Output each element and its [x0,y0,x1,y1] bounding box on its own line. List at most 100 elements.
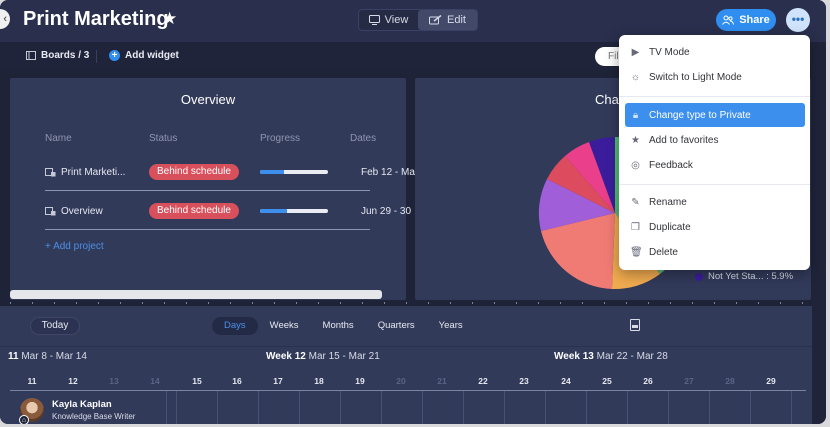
menu-item-label: Feedback [649,159,693,171]
back-icon[interactable]: ‹ [0,9,10,29]
tab-months[interactable]: Months [322,320,354,331]
share-button[interactable]: Share [716,9,776,31]
boards-button[interactable]: Boards / 3 [26,50,89,61]
grid-column [750,391,751,424]
today-button[interactable]: Today [30,317,80,335]
timeline-person[interactable]: ⌂ Kayla Kaplan Knowledge Base Writer [19,398,136,424]
progress-bar [260,209,328,213]
export-excel-icon[interactable] [630,319,640,331]
monitor-icon [368,15,380,25]
tv-icon: ▶ [631,46,640,58]
favorite-star-icon[interactable]: ★ [162,9,178,28]
tab-weeks[interactable]: Weeks [269,320,299,331]
tab-quarters[interactable]: Quarters [377,320,415,331]
menu-item-label: Change type to Private [649,109,751,121]
time-scale-tabs: Days Weeks Months Quarters Years [212,317,475,335]
grid-column [668,391,669,424]
status-badge: Behind schedule [149,203,239,219]
grid-column [381,391,382,424]
table-row[interactable]: Print Marketi... Behind schedule Feb 12 … [45,162,420,186]
menu-item-label: TV Mode [649,46,690,58]
project-name[interactable]: Print Marketi... [45,167,125,178]
more-options-button[interactable]: ••• [786,8,810,32]
menu-item-feedback[interactable]: ◎ Feedback [625,153,805,177]
add-widget-label: Add widget [125,50,179,61]
header: ‹ Print Marketing ★ View Edit Share ••• [0,0,826,42]
grid-column [791,391,792,424]
vertical-scrollbar[interactable] [812,42,826,424]
menu-item-label: Delete [649,246,678,258]
menu-divider [619,96,810,97]
menu-item-duplicate[interactable]: ❐ Duplicate [625,215,805,239]
edit-mode-button[interactable]: Edit [418,10,477,30]
grid-column [586,391,587,424]
week-label: 11 Mar 8 - Mar 14 [8,351,87,362]
menu-item-label: Add to favorites [649,134,719,146]
day-label: 25 [602,376,612,386]
column-header-name: Name [45,133,72,144]
dates-value: Jun 29 - 30 [361,206,412,217]
row-divider [45,229,370,230]
day-label: 28 [725,376,735,386]
menu-item-tv-mode[interactable]: ▶ TV Mode [625,40,805,64]
view-edit-toggle: View Edit [358,9,478,31]
legend-item: Not Yet Sta... : 5.9% [695,271,793,282]
board-lock-icon [45,168,56,177]
project-name-label: Overview [61,206,103,217]
column-header-status: Status [149,133,178,144]
person-role: Knowledge Base Writer [52,412,136,421]
timeline-grid-line [10,390,806,391]
day-label: 22 [478,376,488,386]
more-options-menu: ▶ TV Mode ☼ Switch to Light Mode 🔒︎ Chan… [619,35,810,270]
share-label: Share [739,14,770,26]
menu-item-label: Switch to Light Mode [649,71,742,83]
plus-circle-icon: + [109,50,120,61]
horizontal-scrollbar[interactable] [10,290,382,299]
feedback-icon: ◎ [631,159,640,171]
tab-years[interactable]: Years [438,320,463,331]
menu-item-rename[interactable]: ✎ Rename [625,190,805,214]
add-widget-button[interactable]: + Add widget [109,50,179,61]
page-title: Print Marketing [23,8,169,30]
menu-item-light-mode[interactable]: ☼ Switch to Light Mode [625,65,805,89]
day-label: 20 [396,376,406,386]
grid-column [176,391,177,424]
day-label: 15 [192,376,202,386]
lock-icon: 🔒︎ [632,109,639,121]
menu-item-add-favorites[interactable]: ★ Add to favorites [625,128,805,152]
users-icon [722,15,735,25]
day-label: 18 [314,376,324,386]
day-label: 23 [519,376,529,386]
day-label: 24 [561,376,571,386]
menu-divider [619,184,810,185]
tab-days[interactable]: Days [212,317,258,335]
boards-label: Boards / 3 [41,50,90,61]
view-mode-button[interactable]: View [359,10,418,30]
avatar: ⌂ [19,398,44,424]
board-icon [26,51,36,60]
grid-column [463,391,464,424]
menu-item-delete[interactable]: 🗑︎ Delete [625,240,805,264]
grid-column [217,391,218,424]
duplicate-icon: ❐ [631,221,640,233]
resize-tick-row [10,302,810,304]
week-label: Week 12 Mar 15 - Mar 21 [266,351,380,362]
grid-column [422,391,423,424]
star-icon: ★ [631,134,640,146]
timeline-widget: Today Days Weeks Months Quarters Years 1… [0,306,812,424]
day-label: 27 [684,376,694,386]
overview-title: Overview [180,92,236,107]
trash-icon: 🗑︎ [630,246,643,258]
board-lock-icon [45,207,56,216]
project-name-label: Print Marketi... [61,167,126,178]
day-label: 19 [355,376,365,386]
menu-item-change-type-private[interactable]: 🔒︎ Change type to Private [625,103,805,127]
day-label: 11 [27,376,37,386]
table-row[interactable]: Overview Behind schedule Jun 29 - 30 [45,201,411,225]
timeline-divider [0,346,812,347]
add-project-link[interactable]: + Add project [45,241,104,252]
menu-item-label: Duplicate [649,221,691,233]
day-label: 17 [273,376,283,386]
project-name[interactable]: Overview [45,206,103,217]
